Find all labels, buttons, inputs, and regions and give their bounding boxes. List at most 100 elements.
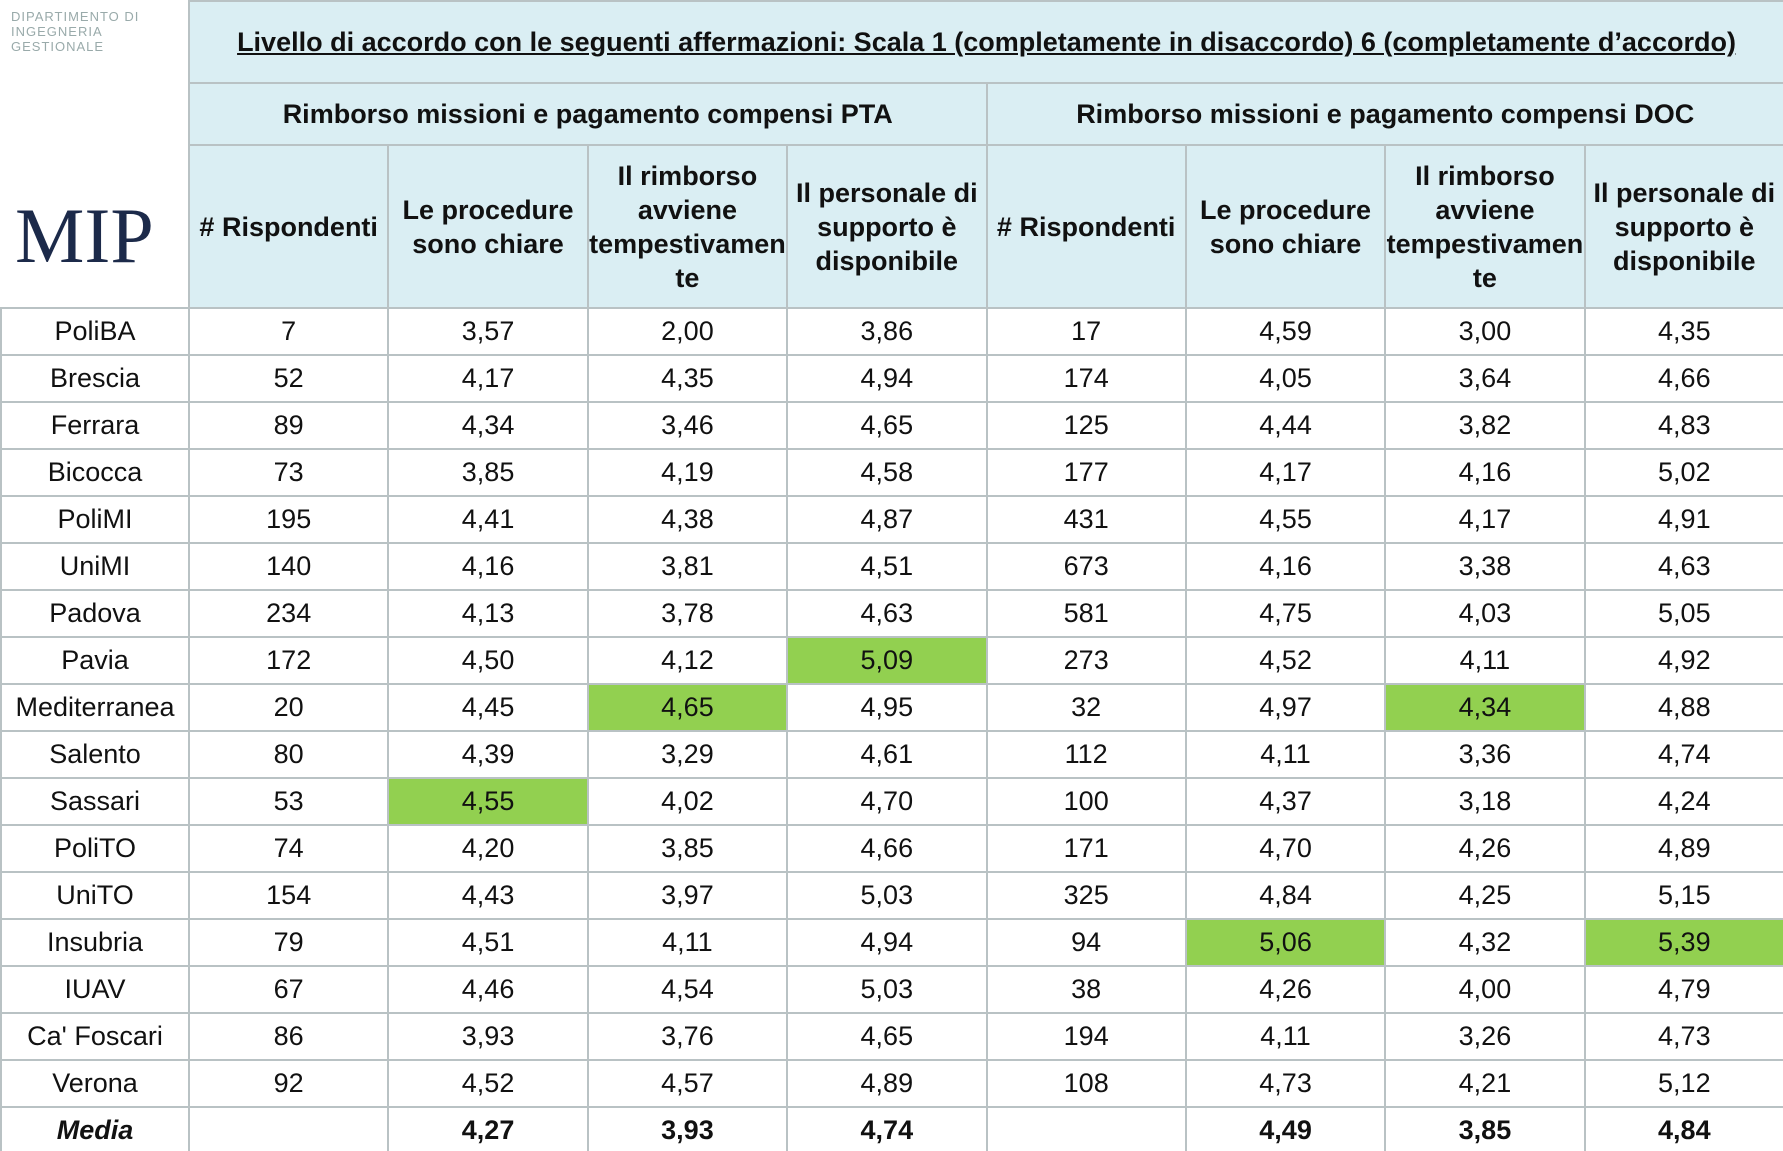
value-cell: 3,78 xyxy=(586,589,789,638)
media-value: 4,49 xyxy=(1184,1106,1387,1151)
value-cell: 195 xyxy=(187,495,390,544)
row: UniMI 140 4,16 3,81 4,51 673 4,16 3,38 4,63 xyxy=(0,542,1783,591)
value-cell: 174 xyxy=(985,354,1187,403)
value-cell: 177 xyxy=(985,448,1187,497)
media-row: Media 4,27 3,93 4,74 4,49 3,85 4,84 xyxy=(0,1106,1783,1151)
value-cell: 4,05 xyxy=(1184,354,1387,403)
value-cell: 108 xyxy=(985,1059,1187,1108)
media-value: 3,85 xyxy=(1384,1106,1586,1151)
value-cell: 154 xyxy=(187,871,390,920)
value-cell: 4,55 xyxy=(387,777,589,826)
value-cell: 3,82 xyxy=(1384,401,1586,450)
value-cell: 4,11 xyxy=(1184,730,1387,779)
column-header: Il personale di supporto è disponibile xyxy=(1583,144,1783,309)
value-cell: 4,73 xyxy=(1184,1059,1387,1108)
value-cell: 3,57 xyxy=(387,307,589,356)
value-cell: 3,29 xyxy=(586,730,789,779)
university-name: Salento xyxy=(0,730,190,779)
value-cell: 3,26 xyxy=(1384,1012,1586,1061)
value-cell: 3,76 xyxy=(586,1012,789,1061)
value-cell: 89 xyxy=(187,401,390,450)
value-cell: 3,85 xyxy=(586,824,789,873)
value-cell: 4,34 xyxy=(387,401,589,450)
media-value: 3,93 xyxy=(586,1106,789,1151)
value-cell: 4,73 xyxy=(1583,1012,1783,1061)
value-cell: 92 xyxy=(187,1059,390,1108)
row: Brescia 52 4,17 4,35 4,94 174 4,05 3,64 4,66 xyxy=(0,354,1783,403)
value-cell: 4,54 xyxy=(586,965,789,1014)
value-cell: 5,05 xyxy=(1583,589,1783,638)
value-cell: 4,11 xyxy=(1184,1012,1387,1061)
value-cell: 4,59 xyxy=(1184,307,1387,356)
value-cell: 673 xyxy=(985,542,1187,591)
value-cell: 4,26 xyxy=(1184,965,1387,1014)
value-cell: 3,81 xyxy=(586,542,789,591)
value-cell: 140 xyxy=(187,542,390,591)
value-cell: 4,75 xyxy=(1184,589,1387,638)
table-title: Livello di accordo con le seguenti affer… xyxy=(188,0,1783,84)
value-cell: 100 xyxy=(985,777,1187,826)
value-cell: 5,09 xyxy=(786,636,988,685)
value-cell: 4,20 xyxy=(387,824,589,873)
row: Ferrara 89 4,34 3,46 4,65 125 4,44 3,82 4,83 xyxy=(0,401,1783,450)
value-cell: 4,51 xyxy=(387,918,589,967)
value-cell: 5,03 xyxy=(786,871,988,920)
value-cell: 4,83 xyxy=(1583,401,1783,450)
value-cell: 4,46 xyxy=(387,965,589,1014)
column-header: # Rispondenti xyxy=(187,144,390,309)
value-cell: 4,50 xyxy=(387,636,589,685)
university-name: Ca' Foscari xyxy=(0,1012,190,1061)
value-cell: 4,74 xyxy=(1583,730,1783,779)
value-cell: 4,94 xyxy=(786,918,988,967)
row: UniTO 154 4,43 3,97 5,03 325 4,84 4,25 5,15 xyxy=(0,871,1783,920)
column-header: Il personale di supporto è disponibile xyxy=(786,144,988,309)
value-cell: 3,64 xyxy=(1384,354,1586,403)
value-cell: 4,88 xyxy=(1583,683,1783,732)
value-cell: 4,65 xyxy=(586,683,789,732)
row: Sassari 53 4,55 4,02 4,70 100 4,37 3,18 4,24 xyxy=(0,777,1783,826)
value-cell: 4,43 xyxy=(387,871,589,920)
value-cell: 5,02 xyxy=(1583,448,1783,497)
value-cell: 4,13 xyxy=(387,589,589,638)
department-name: DIPARTIMENTO DI INGEGNERIA GESTIONALE xyxy=(11,9,140,54)
value-cell: 4,89 xyxy=(1583,824,1783,873)
value-cell: 3,93 xyxy=(387,1012,589,1061)
value-cell: 4,32 xyxy=(1384,918,1586,967)
row: Ca' Foscari 86 3,93 3,76 4,65 194 4,11 3,26 4,73 xyxy=(0,1012,1783,1061)
value-cell: 4,17 xyxy=(1384,495,1586,544)
university-name: Bicocca xyxy=(0,448,190,497)
media-label: Media xyxy=(0,1106,190,1151)
value-cell: 4,61 xyxy=(786,730,988,779)
row: Insubria 79 4,51 4,11 4,94 94 5,06 4,32 5,39 xyxy=(0,918,1783,967)
value-cell: 3,86 xyxy=(786,307,988,356)
value-cell: 74 xyxy=(187,824,390,873)
column-header: Le procedure sono chiare xyxy=(1184,144,1387,309)
group-header: Rimborso missioni e pagamento compensi P… xyxy=(188,82,988,146)
value-cell: 112 xyxy=(985,730,1187,779)
value-cell: 325 xyxy=(985,871,1187,920)
university-name: Verona xyxy=(0,1059,190,1108)
value-cell: 431 xyxy=(985,495,1187,544)
university-name: Mediterranea xyxy=(0,683,190,732)
value-cell: 4,17 xyxy=(1184,448,1387,497)
value-cell: 4,63 xyxy=(786,589,988,638)
value-cell: 4,16 xyxy=(387,542,589,591)
value-cell: 17 xyxy=(985,307,1187,356)
value-cell: 4,44 xyxy=(1184,401,1387,450)
university-name: PoliTO xyxy=(0,824,190,873)
value-cell: 4,02 xyxy=(586,777,789,826)
value-cell: 4,89 xyxy=(786,1059,988,1108)
logo-name: MIP xyxy=(15,192,154,279)
value-cell: 4,87 xyxy=(786,495,988,544)
value-cell: 4,57 xyxy=(586,1059,789,1108)
value-cell: 3,97 xyxy=(586,871,789,920)
value-cell: 4,55 xyxy=(1184,495,1387,544)
value-cell: 171 xyxy=(985,824,1187,873)
value-cell: 4,17 xyxy=(387,354,589,403)
value-cell: 4,26 xyxy=(1384,824,1586,873)
value-cell: 4,34 xyxy=(1384,683,1586,732)
row: PoliBA 7 3,57 2,00 3,86 17 4,59 3,00 4,35 xyxy=(0,307,1783,356)
value-cell: 4,51 xyxy=(786,542,988,591)
value-cell: 4,35 xyxy=(1583,307,1783,356)
